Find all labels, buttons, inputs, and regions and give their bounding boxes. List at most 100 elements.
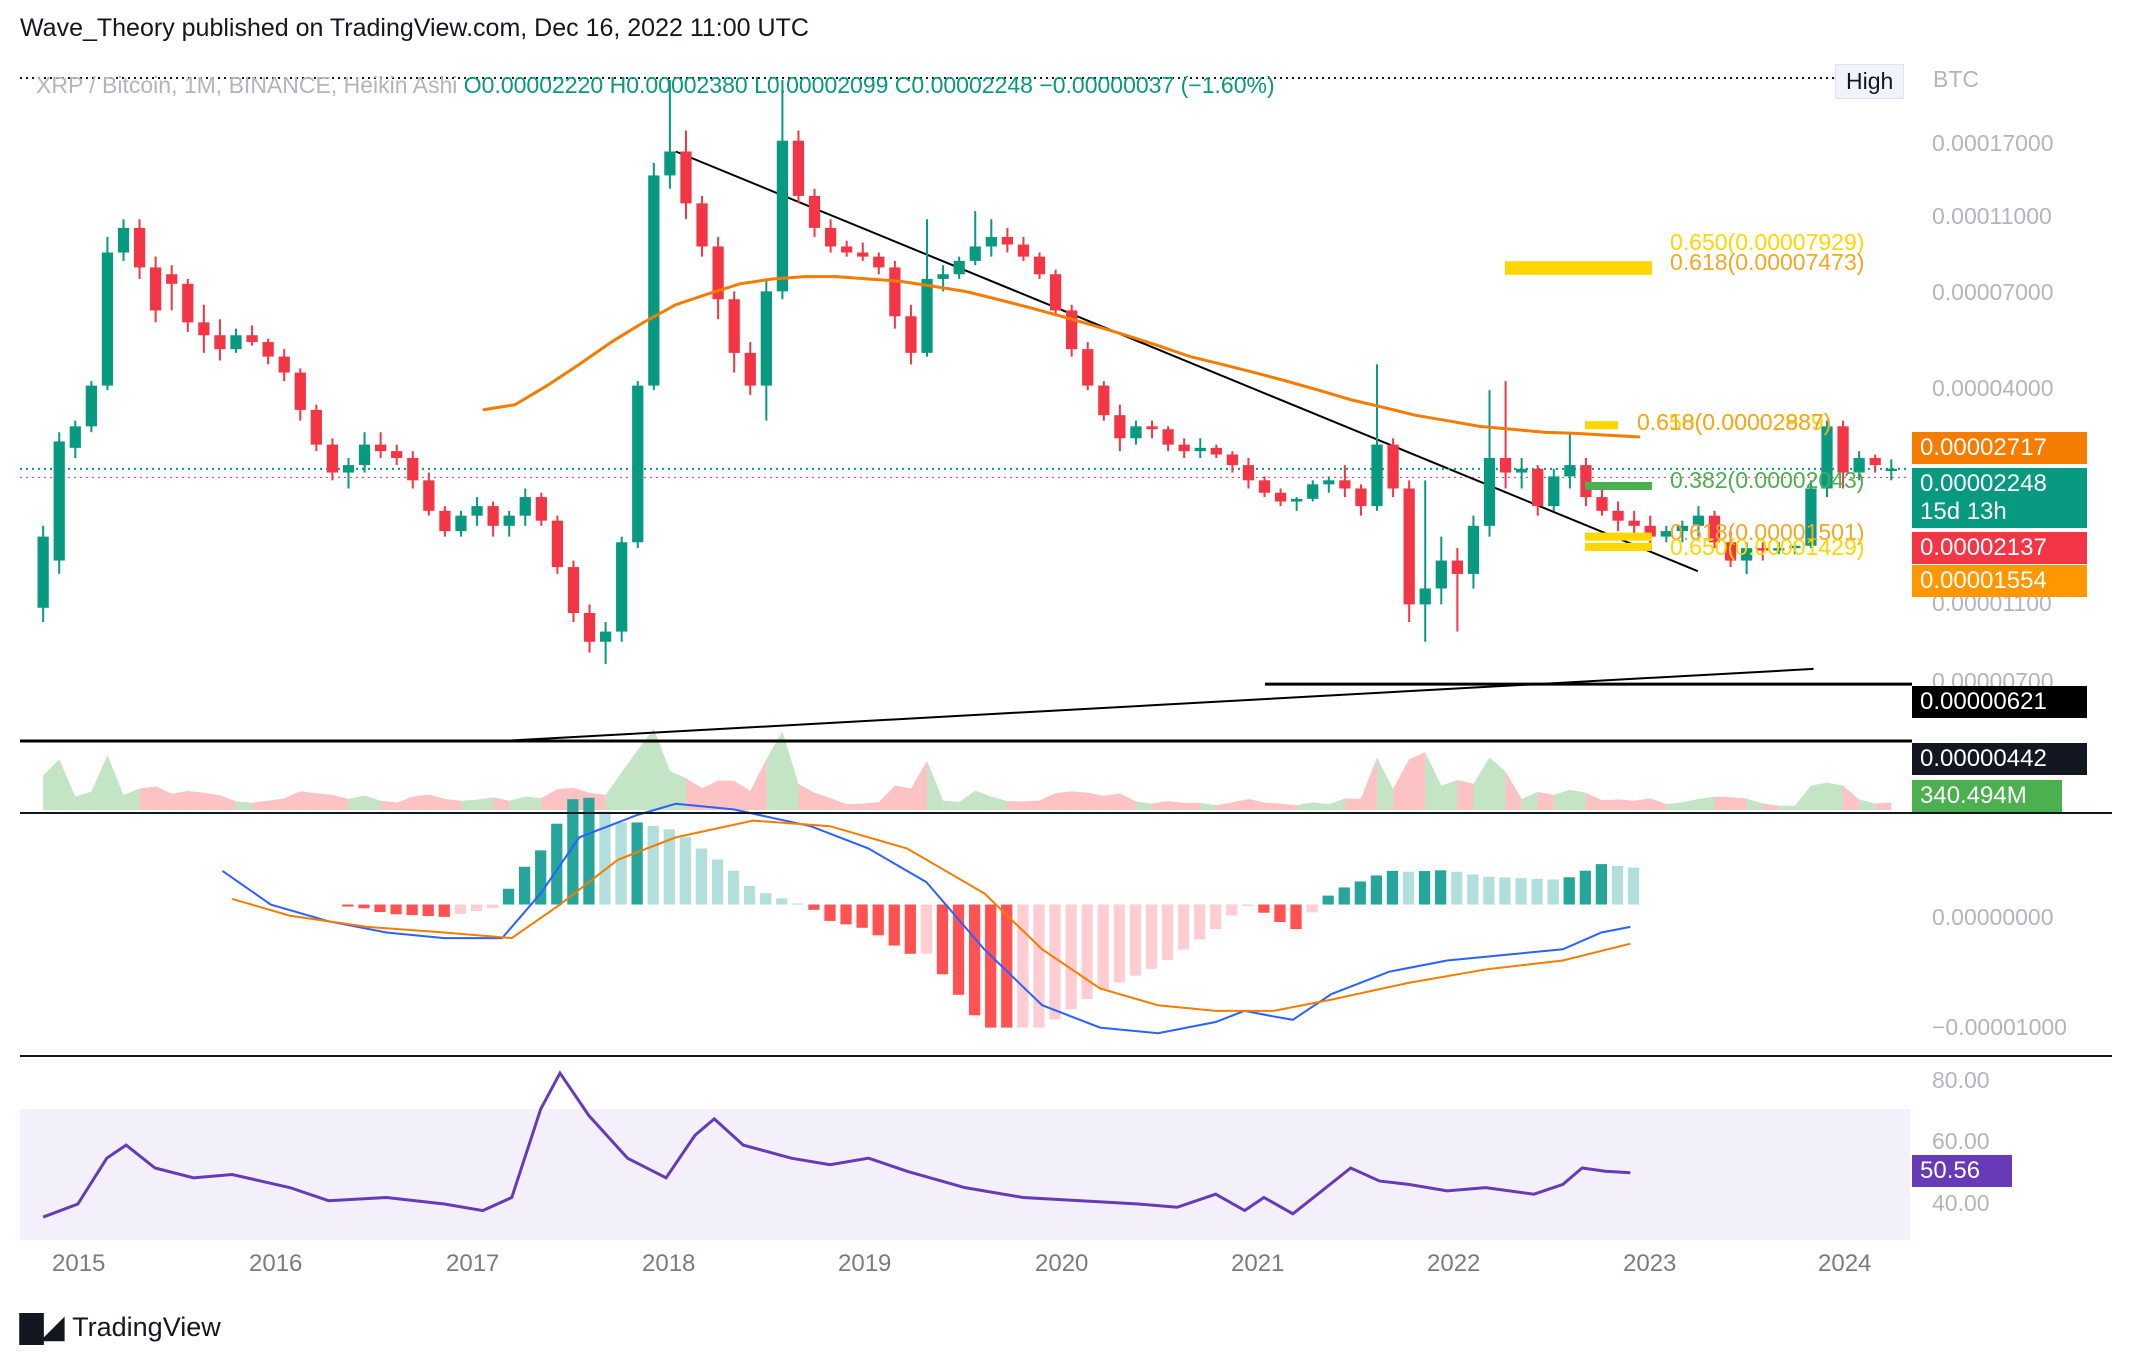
candle-body [1178,444,1190,452]
volume-area [959,790,976,810]
volume-area [219,795,236,810]
candle-body [1001,236,1014,245]
candle-body [117,227,130,253]
volume-area [380,800,397,810]
support1-label: 0.00000621 [1912,686,2087,718]
macd-histogram-bar [824,904,836,921]
candle-body [1564,465,1576,477]
volume-label: 340.494M [1912,780,2062,812]
candle-body [1467,525,1480,574]
macd-histogram-bar [535,850,547,905]
candle-body [616,542,628,632]
candle-body [1724,542,1737,561]
volume-area [1602,799,1619,810]
volume-area [316,793,333,810]
candle-body [567,567,580,613]
downtrend-line [675,150,1699,573]
candle-body [326,444,339,473]
candle-body [310,409,322,445]
candle-body [712,246,724,300]
candle-body [808,195,821,228]
candle-body [1146,426,1158,430]
panel-divider [20,812,2112,814]
candle-body [535,497,547,521]
candle-body [1274,492,1287,502]
macd-histogram-bar [1129,904,1141,976]
candle-body [1419,588,1431,605]
volume-area [1248,799,1265,810]
macd-histogram-bar [519,866,531,905]
candle-body [1499,457,1512,473]
fib-label: 0.650(0.00001429) [1670,534,1864,560]
candle-body [1757,548,1769,551]
volume-area [669,770,686,810]
x-tick: 2018 [642,1250,696,1277]
fib-label: 0.618(0.00001501) [1670,519,1864,545]
macd-histogram-bar [438,904,450,917]
macd-histogram-bar [422,904,434,916]
macd-histogram-bar [1499,877,1511,905]
fib-label: 0.618(0.00007473) [1670,249,1864,275]
rsi-value-label: 50.56 [1912,1155,2012,1187]
volume-area [653,728,670,810]
rsi-layer [20,1070,1910,1240]
volume-area [798,783,815,810]
volume-area [155,786,172,810]
candle-body [664,151,676,176]
volume-area [1859,799,1876,810]
price-tick: 0.00011000 [1932,203,2052,229]
candle-body [214,335,226,350]
fib-zone-mid [1585,421,1618,430]
macd-histogram-bar [1611,866,1624,905]
candle-body [1258,480,1271,493]
candle-body [599,631,612,642]
volume-area [139,786,156,810]
macd-histogram-bar [1017,904,1029,1028]
legend-high: H0.00002380 [609,72,748,98]
volume-area [1055,791,1072,810]
macd-histogram-bar [1161,904,1174,960]
candle-body [985,236,997,247]
macd-histogram-bar [888,904,900,946]
volume-area [605,772,622,810]
volume-area [1569,789,1586,810]
volume-area [187,790,204,810]
macd-histogram-bar [1290,904,1302,930]
volume-area [1473,757,1490,810]
volume-area [1585,792,1603,810]
high-button[interactable]: High [1835,64,1905,99]
volume-area [1810,782,1828,810]
macd-histogram-bar [1595,864,1608,905]
x-tick: 2016 [249,1250,303,1277]
candle-body [1098,385,1110,416]
macd-histogram-bar [1226,904,1238,916]
legend-close: C0.00002248 [894,72,1033,98]
rsi-tick: 40.00 [1932,1190,1990,1216]
volume-area [718,780,735,810]
candle-body [53,441,65,561]
macd-histogram-bar [1627,867,1640,905]
candle-body [1387,444,1399,489]
volume-area [1521,791,1538,810]
fib-label: 0.650(0.00007929) [1670,229,1864,255]
volume-area [252,800,269,810]
macd-histogram-bar [1049,904,1061,1020]
candle-body [358,444,371,466]
candle-body [873,256,885,268]
volume-area [59,759,76,810]
tradingview-footer[interactable]: ▇◢ TradingView [20,1310,221,1345]
volume-area [235,801,253,810]
support2-label: 0.00000442 [1912,743,2087,775]
chart-canvas[interactable]: 0.650(0.00007929)0.618(0.00007473) 0.650(… [0,0,2132,1300]
volume-area [1328,798,1345,810]
candle-body [824,227,837,247]
macd-histogram-bar [1402,871,1415,905]
macd-histogram-bar [631,822,643,905]
volume-area [782,731,799,810]
candle-countdown: 15d 13h [1920,498,2007,525]
macd-histogram-bar [1145,904,1158,969]
macd-histogram-bar [1097,904,1109,990]
volume-area [910,760,928,810]
fib-zone-green [1585,481,1652,490]
volume-area [171,790,188,810]
